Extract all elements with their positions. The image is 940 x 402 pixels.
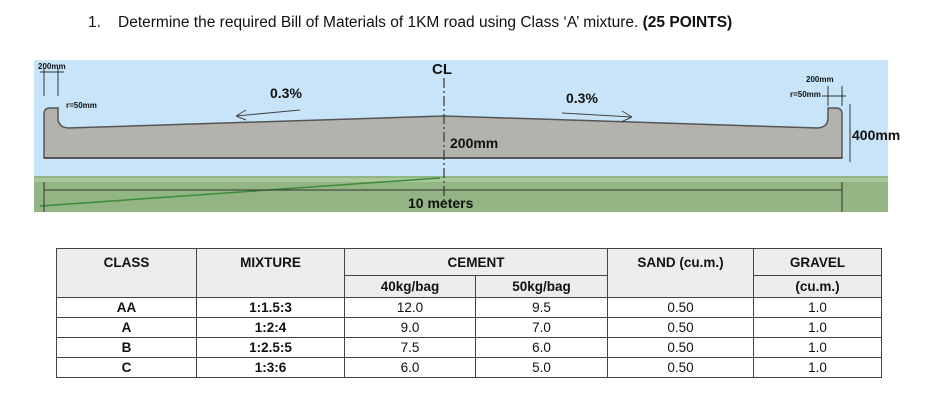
left-curb-width-label: 200mm (38, 62, 66, 71)
cell-sand: 0.50 (607, 357, 754, 378)
header-mixture: MIXTURE (196, 248, 345, 298)
cell-mixture: 1:2:4 (196, 317, 345, 338)
table-row: C 1:3:6 6.0 5.0 0.50 1.0 (56, 357, 882, 378)
road-cross-section-diagram: CL 200mm r=50mm 200mm r=50mm 0.3% 0.3% 2… (34, 60, 900, 212)
cell-cement-40: 6.0 (344, 357, 476, 378)
right-curb-radius-label: r=50mm (790, 90, 821, 99)
header-gravel: GRAVEL (753, 248, 882, 276)
cell-cement-50: 5.0 (475, 357, 608, 378)
slab-thickness-label: 200mm (450, 135, 498, 151)
curb-height-label: 400mm (852, 127, 900, 143)
header-cement-50kg: 50kg/bag (475, 275, 608, 298)
left-curb-radius-label: r=50mm (66, 101, 97, 110)
header-gravel-unit: (cu.m.) (753, 275, 882, 298)
question: 1. Determine the required Bill of Materia… (88, 14, 732, 32)
slope-right-arrow (561, 110, 633, 123)
cell-cement-50: 9.5 (475, 297, 608, 318)
bill-of-materials-table: CLASS MIXTURE CEMENT SAND (cu.m.) GRAVEL… (56, 248, 882, 378)
ground-grass-strip (34, 178, 888, 182)
question-points: (25 POINTS) (642, 14, 733, 31)
centerline-label: CL (432, 61, 452, 78)
cell-sand: 0.50 (607, 297, 754, 318)
cell-gravel: 1.0 (753, 297, 882, 318)
cell-mixture: 1:3:6 (196, 357, 345, 378)
cell-cement-40: 12.0 (344, 297, 476, 318)
cell-gravel: 1.0 (753, 317, 882, 338)
question-text: Determine the required Bill of Materials… (118, 14, 639, 31)
header-cement-40kg: 40kg/bag (344, 275, 476, 298)
cell-cement-40: 9.0 (344, 317, 476, 338)
cell-sand: 0.50 (607, 317, 754, 338)
table-subheader-row: 40kg/bag 50kg/bag (cu.m.) (57, 275, 882, 298)
table-row: A 1:2:4 9.0 7.0 0.50 1.0 (56, 317, 882, 338)
cell-class: B (56, 337, 197, 358)
header-sand: SAND (cu.m.) (607, 248, 754, 298)
cell-gravel: 1.0 (753, 357, 882, 378)
cell-gravel: 1.0 (753, 337, 882, 358)
right-curb-width-label: 200mm (806, 75, 834, 84)
question-number: 1. (88, 14, 101, 31)
cell-mixture: 1:2.5:5 (196, 337, 345, 358)
cell-class: AA (56, 297, 197, 318)
cell-class: A (56, 317, 197, 338)
slope-left-arrow (235, 109, 301, 121)
concrete-pavement (43, 107, 843, 159)
ground-diagonal-line (39, 177, 441, 207)
header-cement: CEMENT (344, 248, 608, 276)
table-row: B 1:2.5:5 7.5 6.0 0.50 1.0 (56, 337, 882, 358)
road-width-label: 10 meters (408, 195, 474, 211)
slope-right-label: 0.3% (566, 90, 598, 106)
cell-sand: 0.50 (607, 337, 754, 358)
cell-mixture: 1:1.5:3 (196, 297, 345, 318)
table-row: AA 1:1.5:3 12.0 9.5 0.50 1.0 (56, 297, 882, 318)
slope-left-label: 0.3% (270, 85, 302, 101)
header-class: CLASS (56, 248, 197, 298)
cell-cement-50: 7.0 (475, 317, 608, 338)
cell-class: C (56, 357, 197, 378)
cell-cement-40: 7.5 (344, 337, 476, 358)
table-header-row: CLASS MIXTURE CEMENT SAND (cu.m.) GRAVEL (56, 248, 882, 298)
cell-cement-50: 6.0 (475, 337, 608, 358)
